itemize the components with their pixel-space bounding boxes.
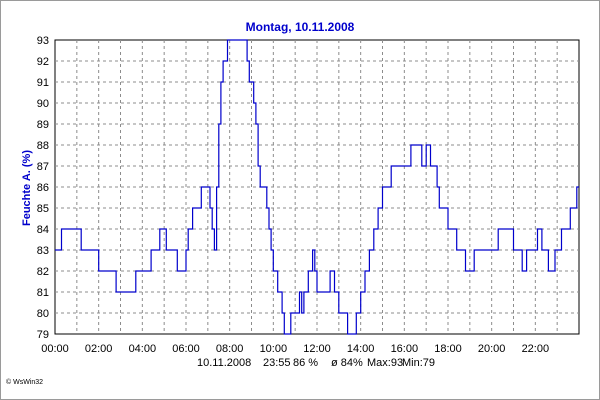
series-layer: [55, 39, 579, 335]
y-tick-label: 89: [37, 119, 49, 131]
y-tick-label: 80: [37, 308, 49, 320]
footer-min: Min:79: [402, 357, 435, 369]
y-tick-label: 90: [37, 98, 49, 110]
footer-time: 23:55: [263, 357, 291, 369]
x-tick-label: 06:00: [172, 343, 200, 355]
axis-ticks: 00:00 02:00 04:00 06:00 08:00 10:00 12:00 14:00…: [37, 35, 549, 355]
footer-average: ø 84%: [331, 357, 363, 369]
y-tick-label: 92: [37, 56, 49, 68]
footer-max: Max:93: [367, 357, 403, 369]
y-tick-label: 81: [37, 287, 49, 299]
x-tick-label: 08:00: [216, 343, 244, 355]
x-tick-label: 12:00: [303, 343, 331, 355]
y-tick-label: 93: [37, 35, 49, 47]
y-tick-label: 83: [37, 245, 49, 257]
x-tick-label: 18:00: [434, 343, 462, 355]
chart-title: Montag, 10.11.2008: [246, 20, 355, 34]
footer-date: 10.11.2008: [197, 357, 251, 369]
y-tick-label: 87: [37, 161, 49, 173]
footer-current-value: 86 %: [293, 357, 318, 369]
x-tick-label: 14:00: [347, 343, 375, 355]
y-tick-label: 82: [37, 266, 49, 278]
series-line-feuchte: [55, 39, 579, 335]
x-tick-label: 04:00: [129, 343, 157, 355]
x-tick-label: 00:00: [41, 343, 69, 355]
credit-label: © WsWin32: [6, 378, 43, 386]
x-tick-label: 02:00: [85, 343, 113, 355]
grid: [55, 40, 579, 334]
y-axis-label: Feuchte A. (%): [21, 150, 33, 226]
y-tick-label: 88: [37, 140, 49, 152]
x-tick-label: 22:00: [522, 343, 550, 355]
x-tick-label: 16:00: [391, 343, 419, 355]
y-tick-label: 91: [37, 77, 49, 89]
y-tick-label: 85: [37, 203, 49, 215]
y-tick-label: 79: [37, 329, 49, 341]
y-tick-label: 86: [37, 182, 49, 194]
x-tick-label: 10:00: [260, 343, 288, 355]
y-tick-label: 84: [37, 224, 49, 236]
x-tick-label: 20:00: [478, 343, 506, 355]
